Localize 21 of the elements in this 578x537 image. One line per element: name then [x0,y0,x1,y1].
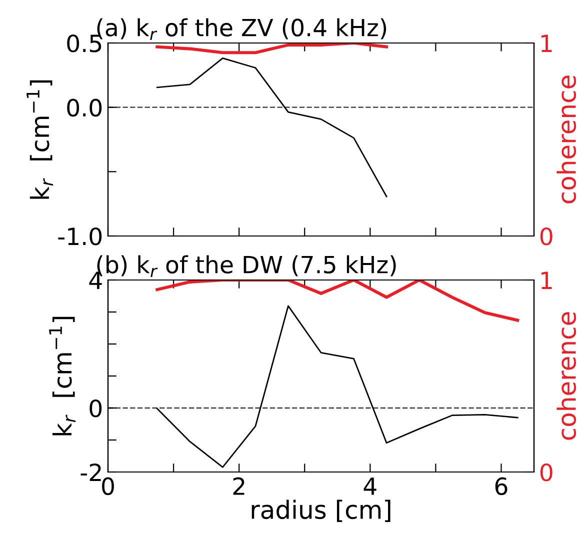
y-tick-label: 0 [90,399,102,418]
x-tick-label: 4 [364,478,376,495]
y-axis-title: k$_{r}$ [cm$^{−1}$] [26,80,54,199]
y-tick-label: 0.0 [67,98,102,117]
y-tick-label: -1.0 [58,227,102,246]
x-tick-label: 0 [102,477,114,496]
y2-axis-title: coherence [556,312,576,440]
y2-tick-label: 0 [540,227,552,246]
x-axis-title: radius [cm] [252,500,390,522]
line-series [156,280,520,322]
line-series [156,43,388,54]
y-axis-title: k$_{r}$ [cm$^{−1}$] [49,316,76,436]
y2-tick-label: 1 [541,34,552,52]
x-tick-label: 2 [233,477,244,495]
line-series [156,57,388,198]
y2-tick-label: 1 [541,272,552,289]
y2-tick-label: 0 [540,463,552,482]
y-tick-label: -2 [80,463,101,481]
x-tick-label: 6 [495,477,508,496]
line-series [156,305,518,468]
y2-axis-title: coherence [556,76,576,204]
